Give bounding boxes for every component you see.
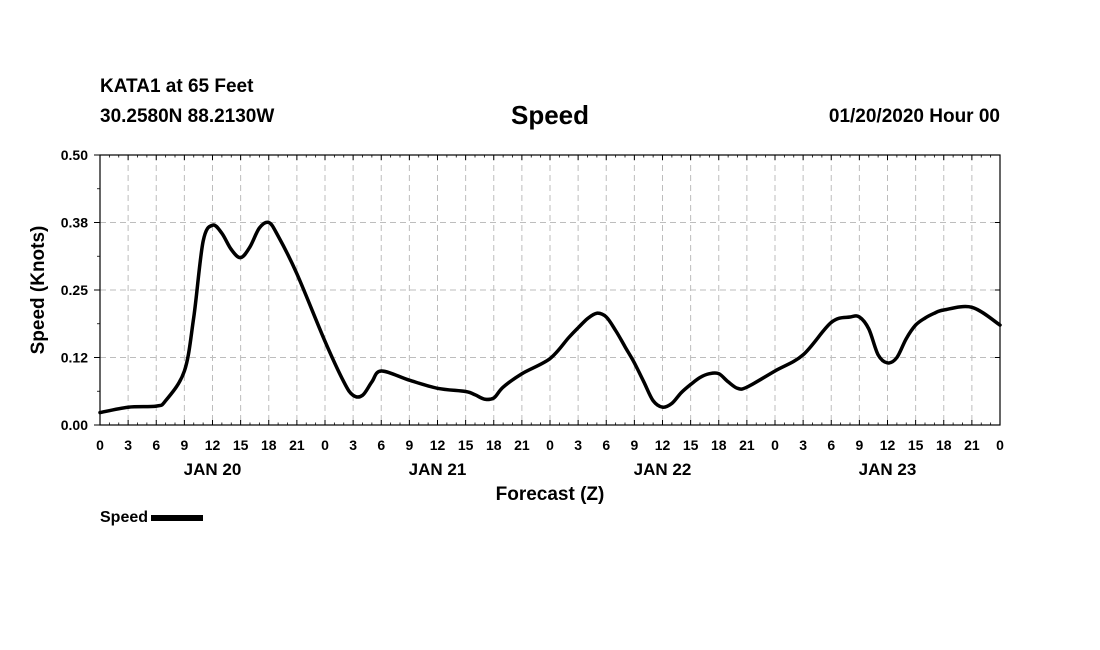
x-tick-label: 15 xyxy=(683,437,699,453)
chart-title: Speed xyxy=(510,100,590,130)
x-tick-label: 12 xyxy=(880,437,896,453)
y-tick-label: 0.38 xyxy=(61,215,88,231)
x-tick-label: 3 xyxy=(124,437,132,453)
x-tick-label: 15 xyxy=(458,437,474,453)
x-tick-label: 9 xyxy=(180,437,188,453)
x-tick-label: 21 xyxy=(514,437,530,453)
x-tick-label: 18 xyxy=(711,437,727,453)
legend: Speed xyxy=(100,509,204,527)
x-tick-label: 15 xyxy=(233,437,249,453)
x-tick-label: 0 xyxy=(996,437,1004,453)
x-tick-label: 6 xyxy=(827,437,835,453)
x-tick-label: 12 xyxy=(430,437,446,453)
forecast-datetime: 01/20/2020 Hour 00 xyxy=(828,106,1000,127)
x-tick-label: 3 xyxy=(349,437,357,453)
legend-label: Speed xyxy=(100,509,149,526)
station-name: KATA1 at 65 Feet xyxy=(100,76,254,97)
y-tick-label: 0.00 xyxy=(61,417,88,433)
legend-line-swatch xyxy=(151,515,204,521)
x-tick-label: 21 xyxy=(739,437,755,453)
x-tick-label: 3 xyxy=(574,437,582,453)
station-coordinates: 30.2580N 88.2130W xyxy=(100,106,275,127)
day-label: JAN 23 xyxy=(859,460,917,479)
y-tick-label: 0.50 xyxy=(61,147,88,163)
ticks-layer: 0 3 6 9 12 15 18 21 0 3 6 9 12 15 18 21 0 3 6 9 12 15 18 21 0 3 6 9… xyxy=(61,147,1004,479)
x-tick-label: 6 xyxy=(377,437,385,453)
x-axis-label: Forecast (Z) xyxy=(496,484,605,505)
plot-frame xyxy=(99,154,1001,426)
x-tick-label: 18 xyxy=(261,437,277,453)
x-tick-label: 6 xyxy=(602,437,610,453)
series-layer xyxy=(98,220,1002,415)
y-tick-label: 0.25 xyxy=(61,282,88,298)
speed-series-line xyxy=(98,220,1002,415)
x-tick-label: 0 xyxy=(321,437,329,453)
x-tick-label: 0 xyxy=(96,437,104,453)
day-label: JAN 20 xyxy=(184,460,242,479)
y-axis-label: Speed (Knots) xyxy=(28,226,49,355)
x-tick-label: 12 xyxy=(655,437,671,453)
x-tick-label: 18 xyxy=(936,437,952,453)
x-tick-label: 9 xyxy=(405,437,413,453)
x-tick-label: 12 xyxy=(205,437,221,453)
grid-layer xyxy=(100,155,1000,425)
x-tick-label: 0 xyxy=(546,437,554,453)
day-label: JAN 22 xyxy=(634,460,692,479)
x-tick-label: 21 xyxy=(289,437,305,453)
x-tick-label: 18 xyxy=(486,437,502,453)
x-tick-label: 15 xyxy=(908,437,924,453)
x-tick-label: 6 xyxy=(152,437,160,453)
x-tick-label: 9 xyxy=(630,437,638,453)
day-label: JAN 21 xyxy=(409,460,467,479)
x-tick-label: 21 xyxy=(964,437,980,453)
x-tick-label: 0 xyxy=(771,437,779,453)
x-tick-label: 9 xyxy=(855,437,863,453)
x-tick-label: 3 xyxy=(799,437,807,453)
y-tick-label: 0.12 xyxy=(61,350,88,366)
